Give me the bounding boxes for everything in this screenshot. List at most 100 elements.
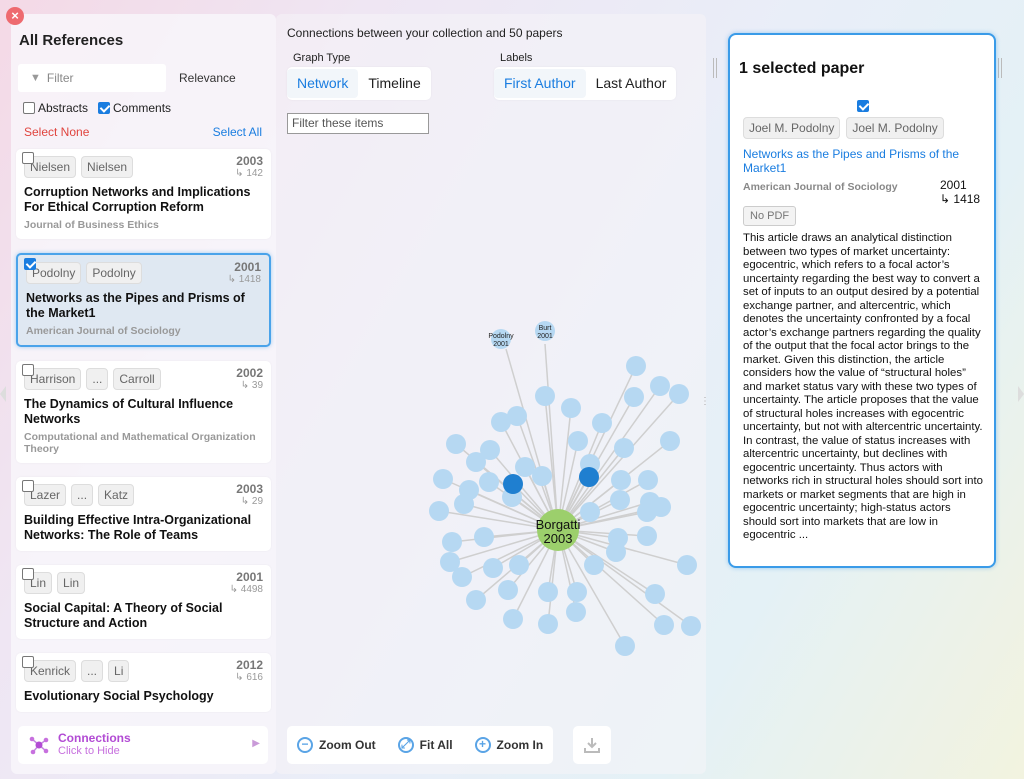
graph-type-timeline[interactable]: Timeline <box>368 75 421 91</box>
graph-node[interactable] <box>638 470 658 490</box>
paper-card[interactable]: Lazer... Katz 2003 ↳ 29 Building Effective I… <box>16 477 271 551</box>
graph-node[interactable] <box>584 555 604 575</box>
graph-node[interactable] <box>535 386 555 406</box>
graph-node[interactable] <box>645 584 665 604</box>
author-chip[interactable]: ... <box>81 660 104 682</box>
graph-node[interactable] <box>624 387 644 407</box>
graph-node[interactable] <box>568 431 588 451</box>
author-chip[interactable]: Joel M. Podolny <box>846 117 944 139</box>
graph-node[interactable] <box>507 406 527 426</box>
filter-input[interactable]: ▼ Filter <box>18 64 166 92</box>
author-chip[interactable]: Podolny <box>86 262 142 284</box>
graph-node[interactable] <box>610 490 630 510</box>
graph-node[interactable] <box>433 469 453 489</box>
author-chip[interactable]: Harrison <box>24 368 82 390</box>
graph-node[interactable] <box>479 472 499 492</box>
graph-node[interactable] <box>566 602 586 622</box>
graph-node[interactable] <box>677 555 697 575</box>
graph-node[interactable] <box>515 457 535 477</box>
paper-checkbox[interactable] <box>22 656 34 668</box>
paper-checkbox[interactable] <box>22 568 34 580</box>
graph-node[interactable] <box>498 580 518 600</box>
paper-card[interactable]: Nielsen Nielsen 2003 ↳ 142 Corruption Networ… <box>16 149 271 239</box>
author-chip[interactable]: Lazer <box>24 484 67 506</box>
labels-last-author[interactable]: Last Author <box>595 75 667 91</box>
graph-node[interactable] <box>466 590 486 610</box>
paper-card[interactable]: Lin Lin 2001 ↳ 4498 Social Capital: A Theory… <box>16 565 271 639</box>
connections-toggle-button[interactable]: Connections Click to Hide ▶ <box>18 726 268 764</box>
sort-select[interactable]: Relevance <box>179 71 236 85</box>
author-chip[interactable]: Carroll <box>113 368 161 390</box>
download-button[interactable] <box>573 726 611 764</box>
author-chip[interactable]: ... <box>71 484 94 506</box>
graph-node[interactable] <box>538 614 558 634</box>
paper-checkbox[interactable] <box>22 364 34 376</box>
comments-checkbox[interactable] <box>98 102 111 114</box>
graph-node[interactable] <box>429 501 449 521</box>
graph-node[interactable] <box>503 609 523 629</box>
graph-node[interactable] <box>491 412 511 432</box>
paper-checkbox[interactable] <box>22 152 34 164</box>
graph-node[interactable] <box>579 467 599 487</box>
graph-node[interactable] <box>561 398 581 418</box>
author-chip[interactable]: ... <box>86 368 109 390</box>
graph-node[interactable] <box>466 452 486 472</box>
author-chip[interactable]: Kenrick <box>24 660 77 682</box>
graph-node[interactable] <box>480 440 500 460</box>
graph-node[interactable] <box>532 466 552 486</box>
graph-node[interactable] <box>483 558 503 578</box>
close-button[interactable]: × <box>6 7 24 25</box>
abstracts-toggle[interactable]: Abstracts <box>23 101 88 115</box>
labels-first-author[interactable]: First Author <box>494 69 586 98</box>
author-chip[interactable]: Nielsen <box>81 156 134 178</box>
paper-checkbox[interactable] <box>22 480 34 492</box>
graph-node[interactable] <box>615 636 635 656</box>
graph-node[interactable] <box>440 552 460 572</box>
graph-node[interactable] <box>650 376 670 396</box>
graph-node-labeled[interactable] <box>535 321 555 341</box>
graph-node[interactable] <box>611 470 631 490</box>
filter-items-input[interactable]: Filter these items <box>287 113 429 134</box>
graph-node[interactable] <box>567 582 587 602</box>
graph-node[interactable] <box>592 413 612 433</box>
graph-node[interactable] <box>654 615 674 635</box>
graph-node[interactable] <box>580 502 600 522</box>
author-chip[interactable]: Lin <box>57 572 86 594</box>
comments-toggle[interactable]: Comments <box>98 101 171 115</box>
graph-node[interactable] <box>626 356 646 376</box>
paper-checkbox[interactable] <box>24 258 36 270</box>
author-chip[interactable]: Li <box>108 660 130 682</box>
graph-node[interactable] <box>640 492 660 512</box>
graph-node[interactable] <box>446 434 466 454</box>
graph-node[interactable] <box>637 526 657 546</box>
graph-node-labeled[interactable] <box>491 329 511 349</box>
graph-node[interactable] <box>669 384 689 404</box>
author-chip[interactable]: Nielsen <box>24 156 77 178</box>
graph-node[interactable] <box>474 527 494 547</box>
fit-all-button[interactable]: ⤢ Fit All <box>397 737 453 753</box>
graph-node[interactable] <box>442 532 462 552</box>
resize-handle-left[interactable] <box>713 58 717 78</box>
paper-card[interactable]: Harrison... Carroll 2002 ↳ 39 The Dynamics o… <box>16 361 271 463</box>
graph-node[interactable] <box>660 431 680 451</box>
detail-paper-title-link[interactable]: Networks as the Pipes and Prisms of the … <box>743 147 960 175</box>
no-pdf-badge[interactable]: No PDF <box>743 206 797 226</box>
graph-node[interactable] <box>452 567 472 587</box>
author-chip[interactable]: Joel M. Podolny <box>743 117 841 139</box>
graph-node[interactable] <box>538 582 558 602</box>
selected-paper-checkbox[interactable] <box>857 100 869 112</box>
resize-handle-right[interactable] <box>998 58 1002 78</box>
select-none-link[interactable]: Select None <box>24 125 90 139</box>
zoom-in-button[interactable]: + Zoom In <box>474 737 543 753</box>
left-edge-arrow[interactable] <box>0 386 6 402</box>
zoom-out-button[interactable]: − Zoom Out <box>297 737 376 753</box>
author-chip[interactable]: Podolny <box>26 262 82 284</box>
author-chip[interactable]: Lin <box>24 572 53 594</box>
graph-node[interactable] <box>454 494 474 514</box>
graph-node[interactable] <box>614 438 634 458</box>
select-all-link[interactable]: Select All <box>212 125 262 139</box>
graph-node[interactable] <box>608 528 628 548</box>
graph-node[interactable] <box>503 474 523 494</box>
abstracts-checkbox[interactable] <box>23 102 35 114</box>
